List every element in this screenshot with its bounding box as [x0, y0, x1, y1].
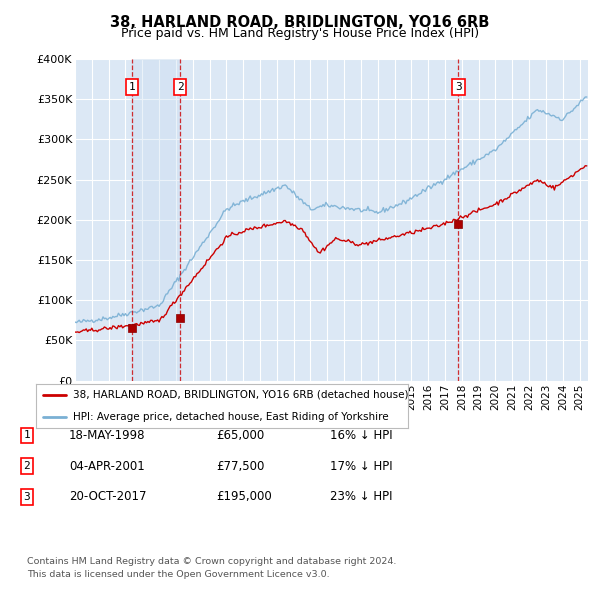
Text: Contains HM Land Registry data © Crown copyright and database right 2024.: Contains HM Land Registry data © Crown c… — [27, 558, 397, 566]
Text: Price paid vs. HM Land Registry's House Price Index (HPI): Price paid vs. HM Land Registry's House … — [121, 27, 479, 40]
Text: £195,000: £195,000 — [216, 490, 272, 503]
Text: 1: 1 — [128, 82, 135, 92]
Text: 04-APR-2001: 04-APR-2001 — [69, 460, 145, 473]
Text: This data is licensed under the Open Government Licence v3.0.: This data is licensed under the Open Gov… — [27, 571, 329, 579]
Text: 2: 2 — [23, 461, 31, 471]
Text: 1: 1 — [23, 431, 31, 440]
Text: 20-OCT-2017: 20-OCT-2017 — [69, 490, 146, 503]
Text: 2: 2 — [177, 82, 184, 92]
Text: 3: 3 — [455, 82, 462, 92]
Text: £77,500: £77,500 — [216, 460, 265, 473]
Text: 16% ↓ HPI: 16% ↓ HPI — [330, 429, 392, 442]
Text: £65,000: £65,000 — [216, 429, 264, 442]
Text: HPI: Average price, detached house, East Riding of Yorkshire: HPI: Average price, detached house, East… — [73, 412, 389, 422]
Text: 38, HARLAND ROAD, BRIDLINGTON, YO16 6RB: 38, HARLAND ROAD, BRIDLINGTON, YO16 6RB — [110, 15, 490, 30]
Text: 3: 3 — [23, 492, 31, 502]
Text: 17% ↓ HPI: 17% ↓ HPI — [330, 460, 392, 473]
Bar — [132, 59, 180, 381]
Text: 18-MAY-1998: 18-MAY-1998 — [69, 429, 146, 442]
Text: 23% ↓ HPI: 23% ↓ HPI — [330, 490, 392, 503]
Text: 38, HARLAND ROAD, BRIDLINGTON, YO16 6RB (detached house): 38, HARLAND ROAD, BRIDLINGTON, YO16 6RB … — [73, 389, 409, 399]
